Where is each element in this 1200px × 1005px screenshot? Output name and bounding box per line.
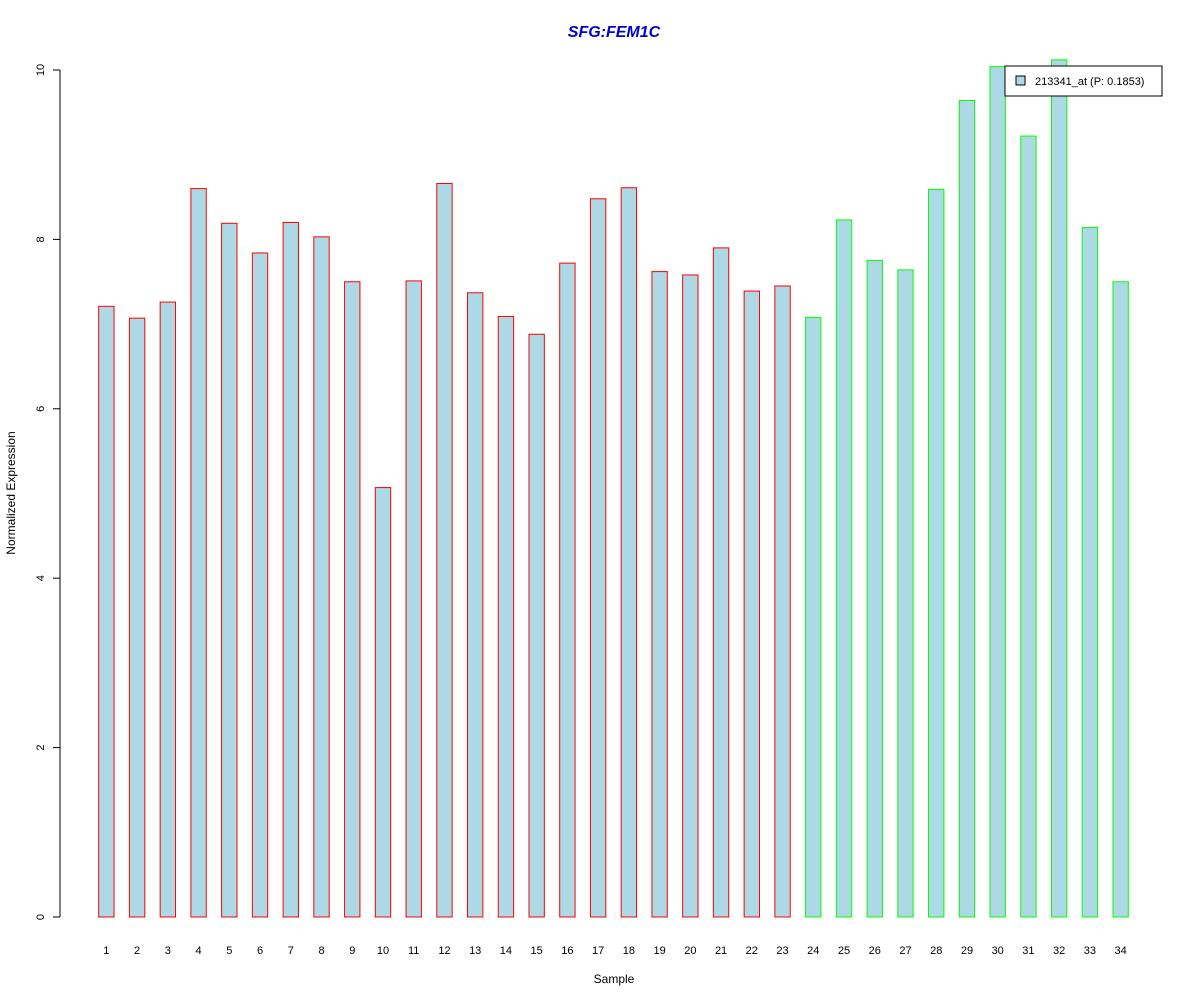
y-tick-label: 8 — [35, 236, 47, 242]
bar-sample-31 — [1020, 135, 1037, 918]
bar-sample-8 — [313, 236, 330, 918]
legend-box — [1004, 65, 1163, 97]
x-tick-label: 33 — [1084, 945, 1096, 957]
bar-sample-9 — [344, 281, 361, 918]
bar-sample-23 — [774, 285, 791, 918]
y-tick-label: 2 — [35, 745, 47, 751]
bar-sample-14 — [497, 315, 515, 918]
y-tick-label: 4 — [35, 575, 47, 581]
x-tick-label: 14 — [500, 945, 512, 957]
bar-sample-20 — [682, 274, 699, 918]
bar-sample-5 — [221, 222, 238, 918]
x-tick-label: 3 — [165, 945, 171, 957]
x-tick-label: 19 — [653, 945, 665, 957]
bar-sample-17 — [589, 198, 607, 918]
bar-sample-32 — [1050, 59, 1068, 918]
bar-sample-24 — [805, 316, 822, 918]
y-tick-label: 0 — [35, 914, 47, 920]
x-tick-label: 30 — [992, 945, 1004, 957]
x-tick-label: 12 — [438, 945, 450, 957]
bar-sample-3 — [159, 301, 177, 918]
bar-sample-13 — [467, 292, 484, 918]
legend: 213341_at (P: 0.1853) — [1004, 65, 1163, 97]
bar-sample-2 — [128, 317, 146, 918]
x-tick-label: 13 — [469, 945, 481, 957]
x-tick-label: 22 — [746, 945, 758, 957]
bar-sample-28 — [928, 188, 945, 918]
bar-sample-7 — [282, 221, 299, 918]
x-tick-label: 1 — [103, 945, 109, 957]
bar-sample-25 — [835, 219, 853, 918]
legend-label: 213341_at (P: 0.1853) — [1035, 76, 1144, 88]
x-tick-label: 18 — [623, 945, 635, 957]
bar-sample-1 — [98, 305, 115, 918]
bar-sample-16 — [559, 262, 576, 918]
bar-sample-19 — [651, 271, 668, 918]
bar-sample-30 — [989, 66, 1006, 918]
x-tick-label: 20 — [684, 945, 696, 957]
x-tick-label: 27 — [899, 945, 911, 957]
x-tick-label: 23 — [776, 945, 788, 957]
x-tick-label: 2 — [134, 945, 140, 957]
bar-sample-21 — [712, 247, 730, 918]
x-tick-label: 15 — [531, 945, 543, 957]
x-tick-label: 5 — [226, 945, 232, 957]
y-tick-label: 10 — [35, 64, 47, 76]
bar-sample-26 — [866, 260, 883, 918]
x-tick-label: 17 — [592, 945, 604, 957]
bar-sample-4 — [190, 188, 207, 918]
x-tick-label: 10 — [377, 945, 389, 957]
bar-sample-22 — [743, 290, 760, 918]
bar-sample-33 — [1081, 227, 1099, 918]
bar-sample-34 — [1112, 281, 1129, 918]
x-tick-label: 25 — [838, 945, 850, 957]
bars-group — [98, 59, 1129, 918]
x-tick-labels: 1 2 3 4 5 6 7 8 9 10 11 12 13 14 15 16 17 18 19 20 21 22 23 24 2… — [103, 945, 1126, 957]
x-tick-label: 21 — [715, 945, 727, 957]
x-axis-label: Sample — [594, 972, 635, 986]
bar-sample-29 — [958, 99, 976, 918]
x-tick-label: 34 — [1115, 945, 1127, 957]
x-tick-label: 11 — [408, 945, 419, 957]
x-tick-label: 6 — [257, 945, 263, 957]
bar-sample-18 — [620, 187, 638, 918]
x-tick-label: 9 — [349, 945, 355, 957]
x-tick-label: 29 — [961, 945, 973, 957]
x-tick-label: 8 — [318, 945, 324, 957]
legend-swatch — [1015, 75, 1026, 86]
bar-sample-12 — [436, 182, 453, 918]
x-tick-label: 16 — [561, 945, 573, 957]
y-tick-label: 6 — [35, 406, 47, 412]
bar-sample-11 — [405, 280, 422, 918]
x-tick-label: 28 — [930, 945, 942, 957]
y-axis-label: Normalized Expression — [4, 431, 18, 554]
y-axis: 0 2 4 6 8 10 — [35, 64, 61, 920]
x-tick-label: 4 — [196, 945, 202, 957]
x-tick-label: 32 — [1053, 945, 1065, 957]
chart-title: SFG:FEM1C — [568, 24, 661, 41]
bar-sample-6 — [251, 252, 269, 918]
bar-sample-10 — [374, 487, 392, 918]
bar-sample-15 — [528, 333, 545, 918]
x-tick-label: 26 — [869, 945, 881, 957]
bar-sample-27 — [897, 269, 914, 918]
x-tick-label: 7 — [288, 945, 294, 957]
x-tick-label: 24 — [807, 945, 819, 957]
x-tick-label: 31 — [1022, 945, 1034, 957]
